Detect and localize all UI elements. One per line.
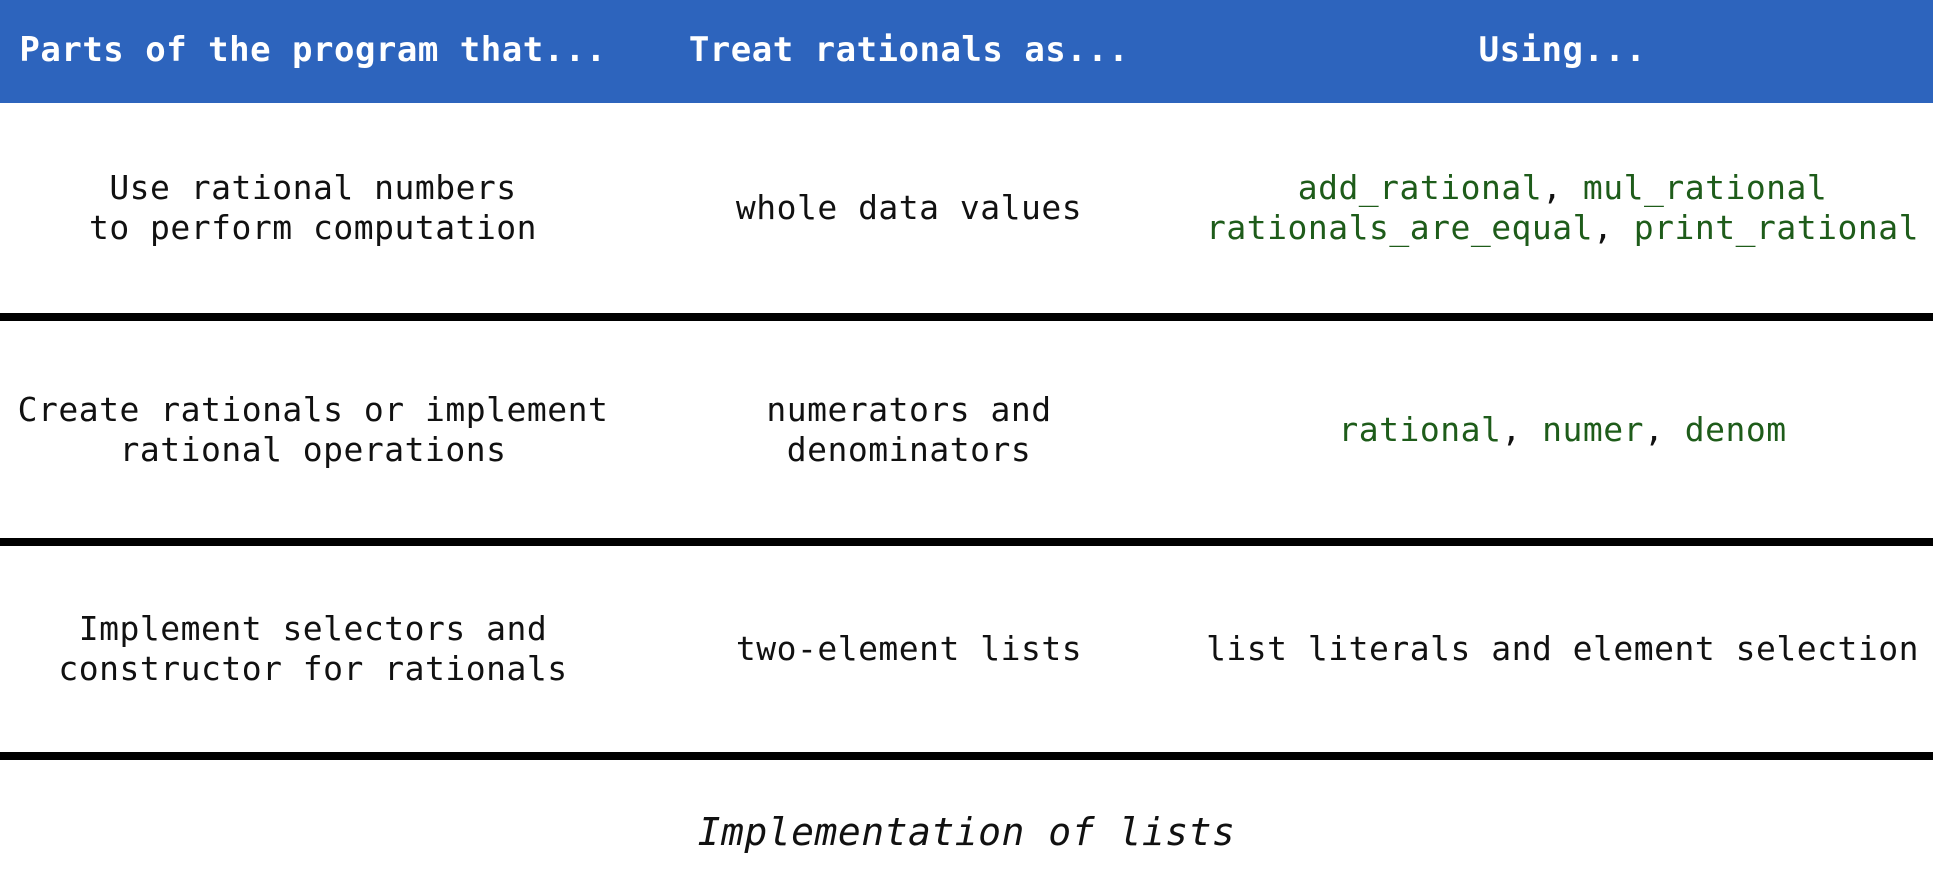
header-treat-rationals-as: Treat rationals as... — [688, 30, 1130, 70]
treat-line: whole data values — [735, 188, 1083, 227]
using-cell: list literals and element selection — [1192, 546, 1933, 752]
function-name: denom — [1684, 409, 1787, 449]
separator: , — [1643, 409, 1685, 449]
function-name: numer — [1542, 409, 1644, 449]
function-name: add_rational — [1297, 168, 1543, 207]
row-divider — [0, 752, 1933, 760]
using-line: rationals_are_equal, print_rational — [1206, 208, 1919, 248]
using-line: list literals and element selection — [1206, 629, 1919, 668]
using-line: rational, numer, denom — [1338, 410, 1786, 450]
parts-cell: Create rationals or implement rational o… — [0, 321, 626, 538]
separator: , — [1593, 208, 1634, 247]
function-name: mul_rational — [1582, 168, 1828, 207]
parts-line: Use rational numbers — [109, 168, 517, 207]
treat-line: denominators — [786, 429, 1032, 469]
treat-cell: two-element lists — [626, 546, 1192, 752]
implementation-of-lists-label: Implementation of lists — [697, 810, 1236, 854]
parts-line: rational operations — [119, 429, 507, 469]
parts-line: Implement selectors and — [78, 609, 548, 648]
header-using: Using... — [1478, 30, 1647, 70]
using-cell: rational, numer, denom — [1192, 321, 1933, 538]
separator: , — [1501, 409, 1543, 449]
header-parts-of-program: Parts of the program that... — [19, 30, 607, 70]
table-row: Implement selectors and constructor for … — [0, 546, 1933, 752]
function-name: rationals_are_equal — [1206, 208, 1594, 247]
parts-line: constructor for rationals — [58, 649, 568, 688]
separator: , — [1542, 168, 1583, 207]
using-cell: add_rational, mul_rational rationals_are… — [1192, 103, 1933, 313]
row-divider — [0, 538, 1933, 546]
parts-cell: Implement selectors and constructor for … — [0, 546, 626, 752]
treat-cell: whole data values — [626, 103, 1192, 313]
row-divider — [0, 313, 1933, 321]
parts-cell: Use rational numbers to perform computat… — [0, 103, 626, 313]
treat-cell: numerators and denominators — [626, 321, 1192, 538]
parts-line: Create rationals or implement — [17, 389, 609, 429]
treat-line: two-element lists — [735, 629, 1083, 668]
table-row: Create rationals or implement rational o… — [0, 321, 1933, 538]
table-row: Use rational numbers to perform computat… — [0, 103, 1933, 313]
parts-line: to perform computation — [88, 208, 538, 247]
treat-line: numerators and — [766, 389, 1052, 429]
table-header: Parts of the program that... Treat ratio… — [0, 0, 1933, 103]
function-name: rational — [1338, 409, 1502, 449]
using-line: add_rational, mul_rational — [1298, 168, 1828, 208]
function-name: print_rational — [1633, 208, 1919, 247]
